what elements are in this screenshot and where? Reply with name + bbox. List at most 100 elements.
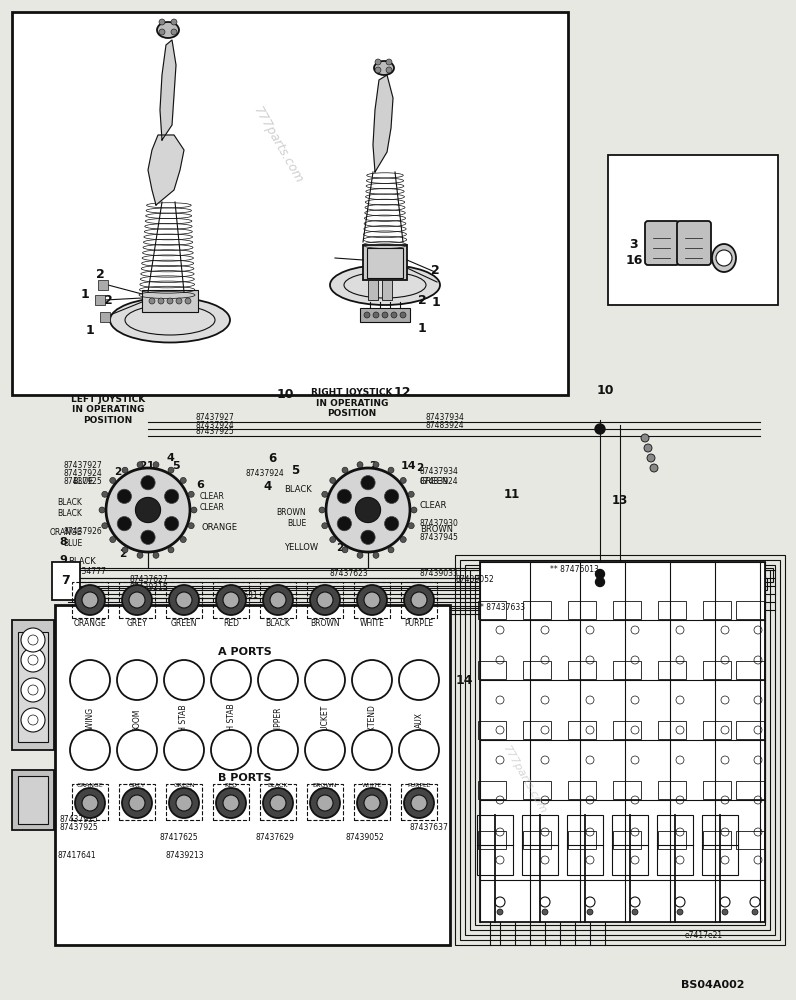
- Circle shape: [82, 592, 98, 608]
- Bar: [568, 661, 596, 679]
- Bar: [658, 831, 686, 849]
- Text: RH STAB: RH STAB: [227, 704, 236, 736]
- Bar: [12, 620, 54, 750]
- Bar: [658, 721, 686, 739]
- Bar: [658, 781, 686, 799]
- Text: GREEN
BLUE: GREEN BLUE: [174, 783, 195, 793]
- Text: CLEAR: CLEAR: [420, 500, 447, 510]
- Bar: [119, 582, 155, 618]
- Circle shape: [165, 517, 179, 531]
- Bar: [368, 280, 378, 300]
- Text: 16: 16: [626, 253, 642, 266]
- Circle shape: [110, 477, 115, 483]
- Bar: [363, 245, 407, 280]
- Bar: [166, 582, 202, 618]
- Circle shape: [330, 477, 336, 483]
- Circle shape: [165, 489, 179, 503]
- Text: 87437925: 87437925: [63, 478, 102, 487]
- Circle shape: [106, 468, 190, 552]
- Text: LEFT JOYSTICK
IN OPERATING
POSITION: LEFT JOYSTICK IN OPERATING POSITION: [71, 395, 145, 425]
- Bar: [478, 781, 506, 799]
- Text: WHITE: WHITE: [360, 619, 384, 629]
- Text: 5: 5: [172, 461, 180, 471]
- Text: WHITE
BLUE: WHITE BLUE: [361, 783, 382, 793]
- Text: 8: 8: [59, 537, 67, 547]
- Text: 87439213: 87439213: [165, 852, 204, 860]
- Circle shape: [168, 467, 174, 473]
- Circle shape: [223, 795, 239, 811]
- Text: 6: 6: [268, 452, 276, 466]
- Circle shape: [361, 476, 375, 490]
- Text: 1: 1: [418, 322, 427, 334]
- Bar: [523, 721, 551, 739]
- Text: 1: 1: [402, 493, 410, 503]
- Circle shape: [399, 660, 439, 700]
- Text: 87437924: 87437924: [245, 468, 283, 478]
- Text: SWING: SWING: [85, 707, 95, 733]
- Text: 10: 10: [276, 387, 294, 400]
- Text: ORANGE
BLUE: ORANGE BLUE: [49, 528, 82, 548]
- Text: * 87437633: * 87437633: [480, 602, 525, 611]
- Text: 2: 2: [119, 549, 127, 559]
- Circle shape: [650, 464, 658, 472]
- Text: 87437934: 87437934: [425, 414, 464, 422]
- Text: 2: 2: [418, 294, 427, 306]
- Circle shape: [391, 312, 397, 318]
- Circle shape: [164, 660, 204, 700]
- Bar: [18, 632, 48, 742]
- Circle shape: [647, 454, 655, 462]
- Bar: [401, 582, 437, 618]
- Circle shape: [319, 507, 325, 513]
- Circle shape: [373, 312, 379, 318]
- Circle shape: [595, 578, 604, 586]
- Circle shape: [352, 660, 392, 700]
- Circle shape: [352, 730, 392, 770]
- Circle shape: [211, 660, 251, 700]
- Text: 2: 2: [337, 543, 344, 553]
- Text: 87437631: 87437631: [220, 591, 259, 600]
- FancyBboxPatch shape: [645, 221, 679, 265]
- Circle shape: [122, 547, 128, 553]
- Text: 2: 2: [115, 467, 122, 477]
- Circle shape: [99, 507, 105, 513]
- Circle shape: [169, 585, 199, 615]
- Circle shape: [310, 788, 340, 818]
- Text: GREY
BLUE: GREY BLUE: [129, 783, 146, 793]
- Bar: [72, 784, 108, 820]
- Circle shape: [595, 424, 605, 434]
- Text: 87439052: 87439052: [345, 832, 384, 842]
- Bar: [736, 831, 764, 849]
- Text: ** 87476013: ** 87476013: [550, 566, 599, 574]
- Bar: [95, 295, 105, 305]
- Circle shape: [117, 489, 131, 503]
- Text: 7: 7: [61, 788, 70, 802]
- Bar: [18, 776, 48, 824]
- Text: RED
BLUE: RED BLUE: [223, 783, 239, 793]
- Circle shape: [375, 59, 381, 65]
- Text: 87437925: 87437925: [195, 428, 234, 436]
- Text: BLACK: BLACK: [68, 558, 96, 566]
- Circle shape: [411, 507, 417, 513]
- Bar: [307, 784, 343, 820]
- Text: 1: 1: [107, 495, 114, 505]
- Text: 87483924: 87483924: [420, 478, 458, 487]
- Circle shape: [159, 19, 165, 25]
- Text: BS04A002: BS04A002: [681, 980, 745, 990]
- Bar: [52, 776, 80, 814]
- Bar: [658, 661, 686, 679]
- Text: 2: 2: [139, 461, 146, 471]
- Circle shape: [330, 537, 336, 543]
- Bar: [12, 770, 54, 830]
- Text: 87434777: 87434777: [68, 568, 107, 576]
- Bar: [354, 784, 390, 820]
- Circle shape: [587, 909, 593, 915]
- Circle shape: [386, 59, 392, 65]
- Bar: [523, 661, 551, 679]
- Bar: [703, 831, 731, 849]
- Text: 2: 2: [369, 461, 377, 471]
- Text: B PORTS: B PORTS: [218, 773, 271, 783]
- Text: 5: 5: [291, 464, 299, 477]
- Text: GREEN: GREEN: [420, 478, 449, 487]
- Bar: [478, 831, 506, 849]
- Text: 87437927: 87437927: [195, 414, 234, 422]
